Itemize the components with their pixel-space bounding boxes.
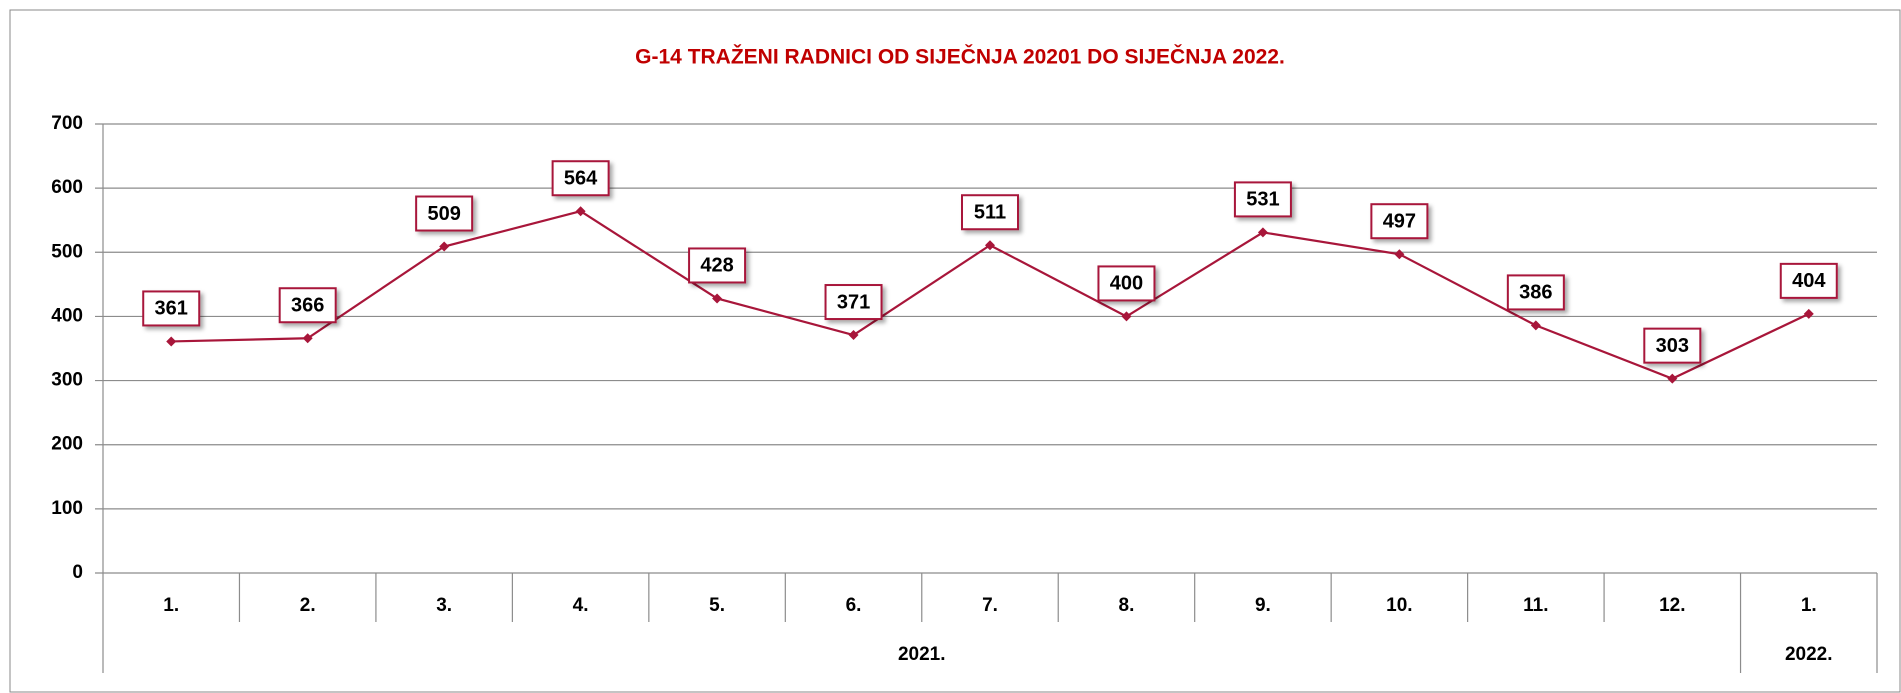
y-tick-label: 100: [51, 498, 83, 519]
marker: [166, 336, 177, 347]
label-box: [1097, 265, 1156, 302]
x-tick-label: 11.: [1523, 595, 1548, 616]
x-tick-label: 5.: [709, 595, 725, 616]
data-label: 511: [974, 202, 1006, 224]
x-tick-label: 4.: [573, 595, 589, 616]
label-box: [551, 160, 610, 197]
label-box: [1779, 262, 1838, 299]
marker: [1394, 249, 1405, 260]
x-tick-label: 10.: [1386, 595, 1412, 616]
label-box: [415, 195, 474, 232]
y-tick-label: 200: [51, 434, 83, 455]
data-label: 497: [1383, 210, 1416, 232]
data-label: 404: [1792, 270, 1826, 292]
x-tick-label: 9.: [1255, 595, 1271, 616]
y-tick-label: 0: [72, 562, 83, 583]
marker: [712, 293, 723, 304]
chart-border: [9, 9, 1901, 693]
x-tick-label: 1.: [163, 595, 179, 616]
label-box: [824, 284, 883, 321]
label-box: [1643, 327, 1702, 364]
marker: [1803, 308, 1814, 319]
data-label: 371: [837, 291, 870, 313]
label-box: [961, 194, 1019, 231]
y-tick-label: 700: [51, 113, 83, 134]
data-label: 361: [155, 298, 188, 320]
data-label: 428: [700, 255, 733, 277]
data-label: 303: [1656, 335, 1689, 357]
label-box: [1506, 274, 1565, 311]
data-label: 531: [1246, 189, 1279, 211]
x-tick-label: 1.: [1801, 595, 1817, 616]
label-box: [1233, 181, 1292, 218]
data-label: 366: [291, 295, 324, 317]
label-box: [142, 290, 201, 327]
label-box: [688, 247, 747, 284]
x-tick-label: 3.: [436, 595, 452, 616]
x-tick-label: 8.: [1119, 595, 1135, 616]
group-label: 2022.: [1785, 644, 1833, 665]
marker: [575, 206, 586, 217]
x-tick-label: 2.: [300, 595, 316, 616]
marker: [1257, 227, 1268, 238]
data-label: 386: [1519, 282, 1552, 304]
marker: [1530, 320, 1541, 331]
chart-title: G-14 TRAŽENI RADNICI OD SIJEČNJA 20201 D…: [635, 45, 1285, 69]
marker: [848, 330, 859, 341]
x-tick-label: 7.: [982, 595, 998, 616]
x-tick-label: 12.: [1659, 595, 1685, 616]
y-tick-label: 500: [51, 241, 83, 262]
data-label: 509: [427, 203, 460, 225]
label-box: [1370, 203, 1429, 240]
marker: [985, 240, 995, 251]
group-label: 2021.: [898, 644, 946, 665]
marker: [1667, 373, 1678, 384]
marker: [1121, 311, 1132, 322]
x-tick-label: 6.: [846, 595, 862, 616]
y-tick-label: 600: [51, 177, 83, 198]
y-tick-label: 400: [51, 305, 83, 326]
label-box: [278, 287, 337, 324]
marker: [439, 241, 450, 252]
marker: [302, 333, 313, 344]
data-label: 400: [1110, 273, 1143, 295]
data-label: 564: [564, 168, 598, 190]
y-tick-label: 300: [51, 370, 83, 391]
